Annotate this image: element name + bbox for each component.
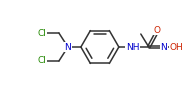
Text: OH: OH bbox=[170, 42, 184, 51]
Text: N: N bbox=[65, 42, 71, 51]
Text: Cl: Cl bbox=[38, 57, 46, 65]
Text: NH: NH bbox=[126, 42, 139, 51]
Text: Cl: Cl bbox=[38, 29, 46, 38]
Text: O: O bbox=[153, 26, 160, 35]
Text: N: N bbox=[160, 42, 167, 51]
